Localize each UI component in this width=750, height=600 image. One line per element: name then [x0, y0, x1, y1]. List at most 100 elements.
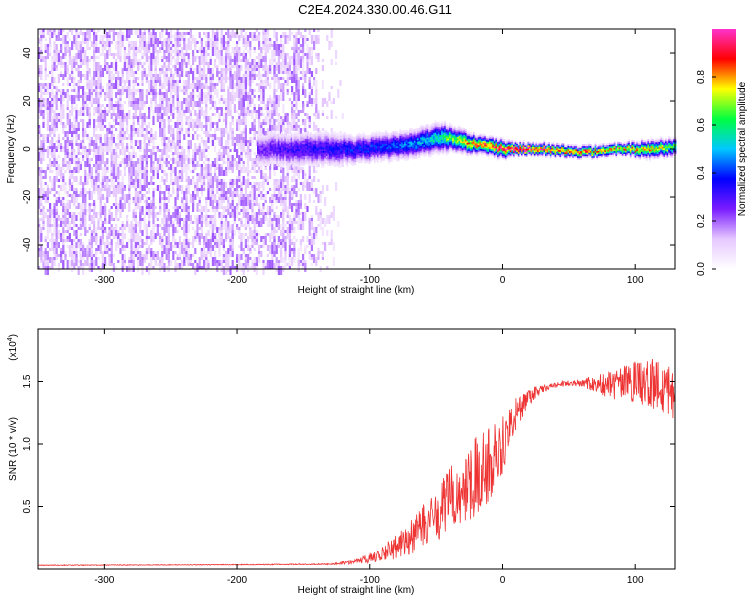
spectrogram-noise-cell: [240, 53, 243, 56]
spectrogram-noise-cell: [187, 47, 190, 50]
spectrogram-noise-cell: [49, 158, 52, 167]
spectrogram-noise-cell: [57, 224, 60, 227]
spectrogram-noise-cell: [123, 248, 126, 251]
spectrogram-noise-cell: [181, 158, 184, 167]
spectrogram-noise-cell: [253, 203, 256, 206]
spectrogram-noise-cell: [99, 71, 102, 77]
spectrogram-noise-cell: [42, 122, 45, 128]
spectrogram-signal-cell: [281, 160, 283, 163]
spectrogram-noise-cell: [77, 71, 80, 77]
spectrogram-noise-cell: [227, 104, 230, 107]
spectrogram-signal-cell: [265, 153, 267, 156]
spectrogram-noise-cell: [192, 254, 195, 257]
spectrogram-noise-cell: [44, 107, 47, 110]
spectrogram-noise-cell: [97, 155, 100, 164]
spectrogram-noise-cell: [134, 242, 137, 248]
spectrogram-noise-cell: [156, 41, 159, 47]
spectrogram-signal-cell: [263, 159, 266, 161]
spectrogram-noise-cell: [97, 110, 100, 113]
spectrogram-noise-cell: [203, 56, 206, 62]
spectrogram-noise-cell: [192, 242, 195, 248]
spectrogram-noise-cell: [310, 71, 313, 77]
spectrogram-noise-cell: [231, 116, 234, 119]
spectrogram-noise-cell: [280, 35, 283, 38]
spectrogram-noise-cell: [97, 266, 100, 269]
spectrogram-signal-cell: [271, 160, 274, 163]
spectrogram-noise-cell: [273, 98, 276, 101]
spectrogram-noise-cell: [231, 251, 234, 257]
spectrogram-noise-cell: [62, 236, 65, 239]
spectrogram-signal-cell: [266, 155, 269, 158]
spectrogram-noise-cell: [40, 236, 43, 239]
spectrogram-noise-cell: [42, 35, 45, 38]
spectrogram-noise-cell: [227, 263, 230, 272]
spectrogram-noise-cell: [137, 203, 140, 209]
spectrogram-noise-cell: [123, 101, 126, 104]
spectrogram-noise-cell: [167, 47, 170, 56]
spectrogram-noise-cell: [269, 110, 272, 119]
spectrogram-noise-cell: [123, 170, 126, 173]
spectrogram-noise-cell: [40, 227, 43, 233]
spectrogram-noise-cell: [84, 197, 87, 206]
spectrogram-noise-cell: [273, 29, 276, 38]
spectrogram-noise-cell: [326, 101, 329, 107]
spectrogram-noise-cell: [302, 185, 305, 191]
spectrogram-noise-cell: [214, 263, 217, 266]
spectrogram-noise-cell: [115, 209, 118, 218]
spectrogram-noise-cell: [172, 44, 175, 47]
spectrogram-noise-cell: [244, 179, 247, 185]
spectrogram-noise-cell: [236, 257, 239, 263]
spectrogram-noise-cell: [269, 125, 272, 131]
spectrogram-noise-cell: [95, 80, 98, 86]
spectrogram-noise-cell: [106, 128, 109, 131]
spectrogram-noise-cell: [280, 230, 283, 236]
spectrogram-noise-cell: [163, 218, 166, 224]
spectrogram-noise-cell: [159, 161, 162, 164]
spectrogram-noise-cell: [88, 215, 91, 221]
spectrogram-signal-cell: [257, 155, 259, 158]
spectrogram-noise-cell: [115, 164, 118, 167]
spectrogram-noise-cell: [126, 56, 129, 59]
spectrogram-noise-cell: [293, 77, 296, 83]
spectrogram-noise-cell: [170, 113, 173, 116]
spectrogram-noise-cell: [132, 50, 135, 59]
spectrogram-noise-cell: [216, 227, 219, 233]
spectrogram-noise-cell: [205, 110, 208, 113]
spectrogram-noise-cell: [49, 203, 52, 209]
spectrogram-noise-cell: [207, 32, 210, 41]
spectrogram-noise-cell: [284, 203, 287, 212]
spectrogram-noise-cell: [200, 206, 203, 215]
spectrogram-noise-cell: [161, 122, 164, 131]
spectrogram-noise-cell: [214, 167, 217, 173]
spectrogram-noise-cell: [271, 218, 274, 221]
spectrogram-noise-cell: [101, 128, 104, 131]
spectrogram-noise-cell: [251, 74, 254, 77]
spectrogram-noise-cell: [211, 29, 214, 35]
spectrogram-noise-cell: [97, 179, 100, 182]
spectrogram-signal-cell: [261, 155, 264, 158]
spectrogram-noise-cell: [75, 68, 78, 71]
spectrogram-noise-cell: [117, 260, 120, 263]
spectrogram-noise-cell: [233, 266, 236, 269]
spectrogram-noise-cell: [128, 197, 131, 200]
spectrogram-noise-cell: [115, 80, 118, 89]
spectrogram-noise-cell: [121, 35, 124, 41]
spectrogram-noise-cell: [183, 206, 186, 212]
spectrogram-signal-cell: [271, 132, 274, 135]
spectrogram-noise-cell: [282, 182, 285, 191]
spectrogram-noise-cell: [242, 44, 245, 47]
spectrogram-noise-cell: [198, 188, 201, 191]
spectrogram-noise-cell: [297, 98, 300, 101]
spectrogram-signal-cell: [260, 145, 262, 148]
spectrogram-noise-cell: [231, 122, 234, 125]
spectrogram-noise-cell: [187, 164, 190, 170]
spectrogram-noise-cell: [73, 218, 76, 227]
spectrogram-noise-cell: [73, 44, 76, 47]
spectrogram-noise-cell: [192, 95, 195, 98]
spectrogram-signal-cell: [277, 143, 280, 146]
spectrogram-noise-cell: [159, 41, 162, 44]
spectrogram-noise-cell: [222, 47, 225, 50]
spectrogram-noise-cell: [231, 74, 234, 80]
spectrogram-signal-cell: [258, 145, 261, 148]
spectrogram-signal-cell: [284, 132, 286, 135]
